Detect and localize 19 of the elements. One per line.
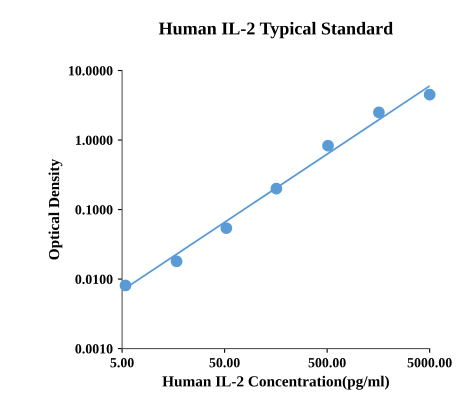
point	[424, 88, 436, 100]
point	[170, 255, 182, 268]
chart-title: Human IL-2 Typical Standard	[158, 22, 393, 38]
point	[220, 222, 232, 234]
x-tick-label: 5.00	[110, 358, 134, 368]
point	[322, 140, 334, 152]
point	[120, 280, 132, 292]
y-tick-label: 0.1000	[75, 205, 113, 215]
x-axis-title: Human IL-2 Concentration(pg/ml)	[162, 376, 389, 390]
y-tick-label: 0.0010	[75, 344, 113, 354]
x-tick-label: 5000.00	[408, 358, 452, 368]
y-tick-label: 10.0000	[69, 66, 113, 76]
y-tick-label: 1.0000	[76, 136, 113, 146]
y-axis-title: Optical Density	[48, 158, 62, 260]
y-tick-label: 0.0100	[75, 274, 113, 284]
point	[270, 182, 282, 194]
x-tick-label: 50.00	[210, 358, 240, 368]
point	[373, 106, 385, 118]
x-tick-label: 500.00	[308, 358, 346, 368]
